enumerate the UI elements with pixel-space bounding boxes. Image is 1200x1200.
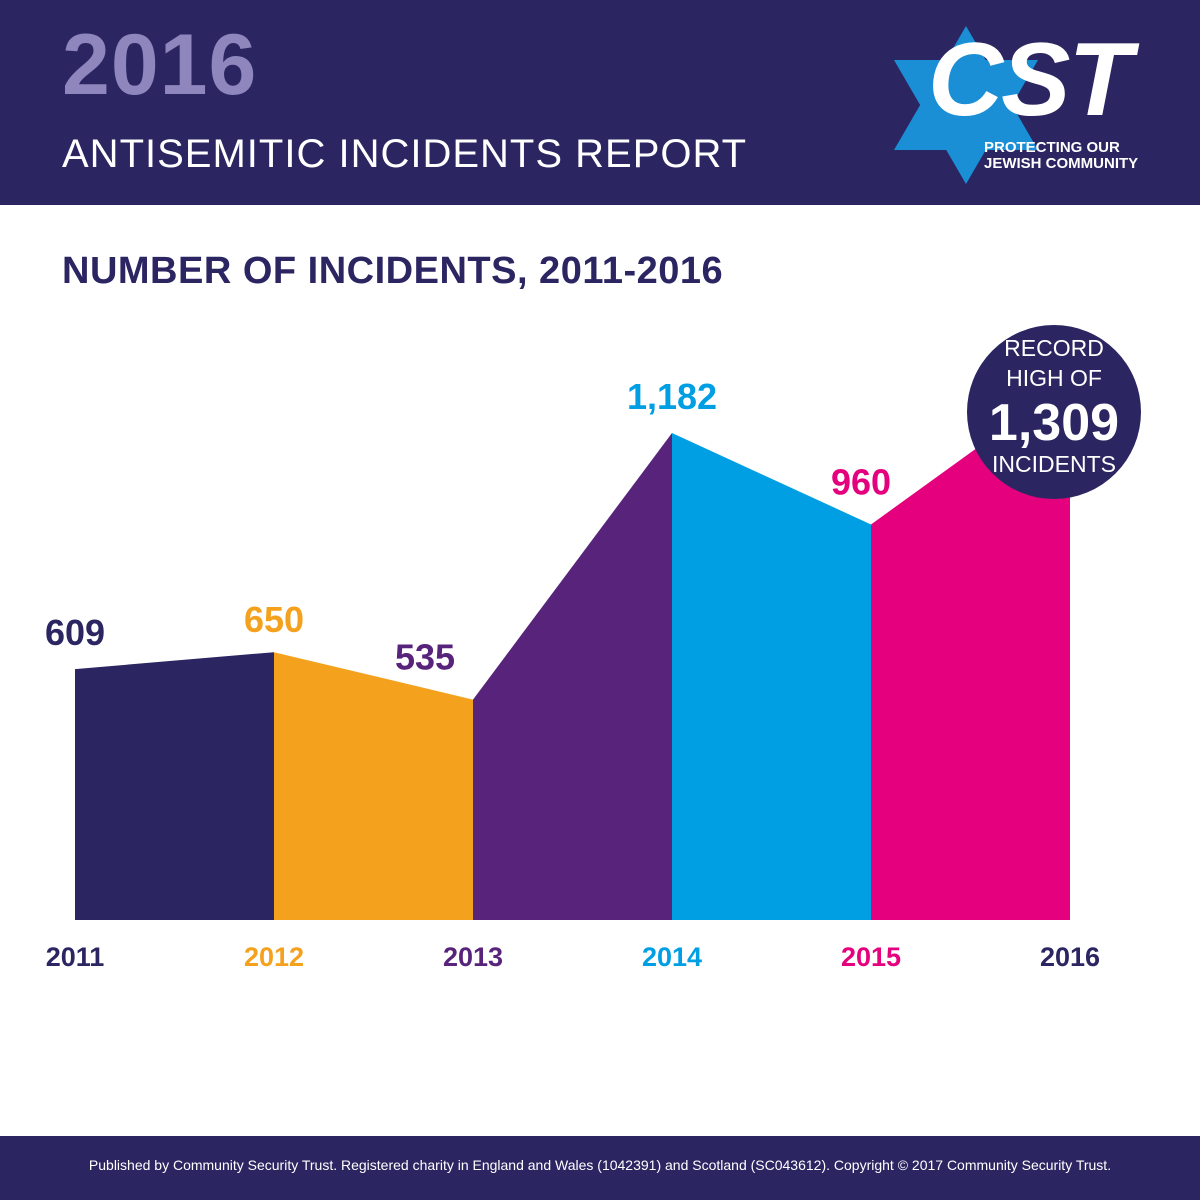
- record-badge-line4: INCIDENTS: [992, 451, 1116, 477]
- cst-logo: CST PROTECTING OUR JEWISH COMMUNITY: [880, 26, 1150, 186]
- value-label-2011: 609: [45, 612, 105, 653]
- logo-tagline-line1: PROTECTING OUR: [984, 139, 1120, 156]
- category-label-2013: 2013: [443, 942, 503, 972]
- category-label-2014: 2014: [642, 942, 702, 972]
- record-badge-value: 1,309: [988, 394, 1120, 452]
- incidents-area-chart: 609 650 535 1,182 960 2011 2012 2013 2014 2015 201…: [45, 376, 1100, 972]
- area-segment-2013-2014: [473, 433, 672, 920]
- footer-text: Published by Community Security Trust. R…: [88, 1157, 1112, 1173]
- area-segment-2012-2013: [274, 652, 473, 920]
- category-label-2016: 2016: [1040, 942, 1100, 972]
- record-badge-line1: RECORD: [1004, 335, 1104, 361]
- chart-title: NUMBER OF INCIDENTS, 2011-2016: [62, 250, 724, 292]
- category-label-2012: 2012: [244, 942, 304, 972]
- area-segment-2015-2016: [871, 380, 1070, 920]
- logo-tagline: PROTECTING OUR JEWISH COMMUNITY: [984, 140, 1138, 172]
- value-label-2013: 535: [395, 637, 455, 678]
- record-high-badge: RECORD HIGH OF 1,309 INCIDENTS: [967, 325, 1141, 499]
- category-label-2011: 2011: [46, 942, 105, 972]
- category-label-2015: 2015: [841, 942, 901, 972]
- logo-wordmark: CST: [928, 22, 1132, 138]
- logo-tagline-line2: JEWISH COMMUNITY: [984, 154, 1139, 172]
- report-title: ANTISEMITIC INCIDENTS REPORT: [62, 132, 748, 176]
- header-banner: 2016 ANTISEMITIC INCIDENTS REPORT CST PR…: [0, 0, 1200, 205]
- area-segment-2014-2015: [672, 433, 871, 920]
- star-of-david-icon: [894, 26, 1038, 184]
- value-label-2014: 1,182: [627, 376, 717, 417]
- value-label-2012: 650: [244, 599, 304, 640]
- value-label-2015: 960: [831, 461, 891, 502]
- area-segment-2011-2012: [75, 652, 274, 920]
- record-badge-line2: HIGH OF: [1006, 365, 1102, 391]
- report-year: 2016: [62, 17, 258, 113]
- footer-banner: Published by Community Security Trust. R…: [0, 1136, 1200, 1200]
